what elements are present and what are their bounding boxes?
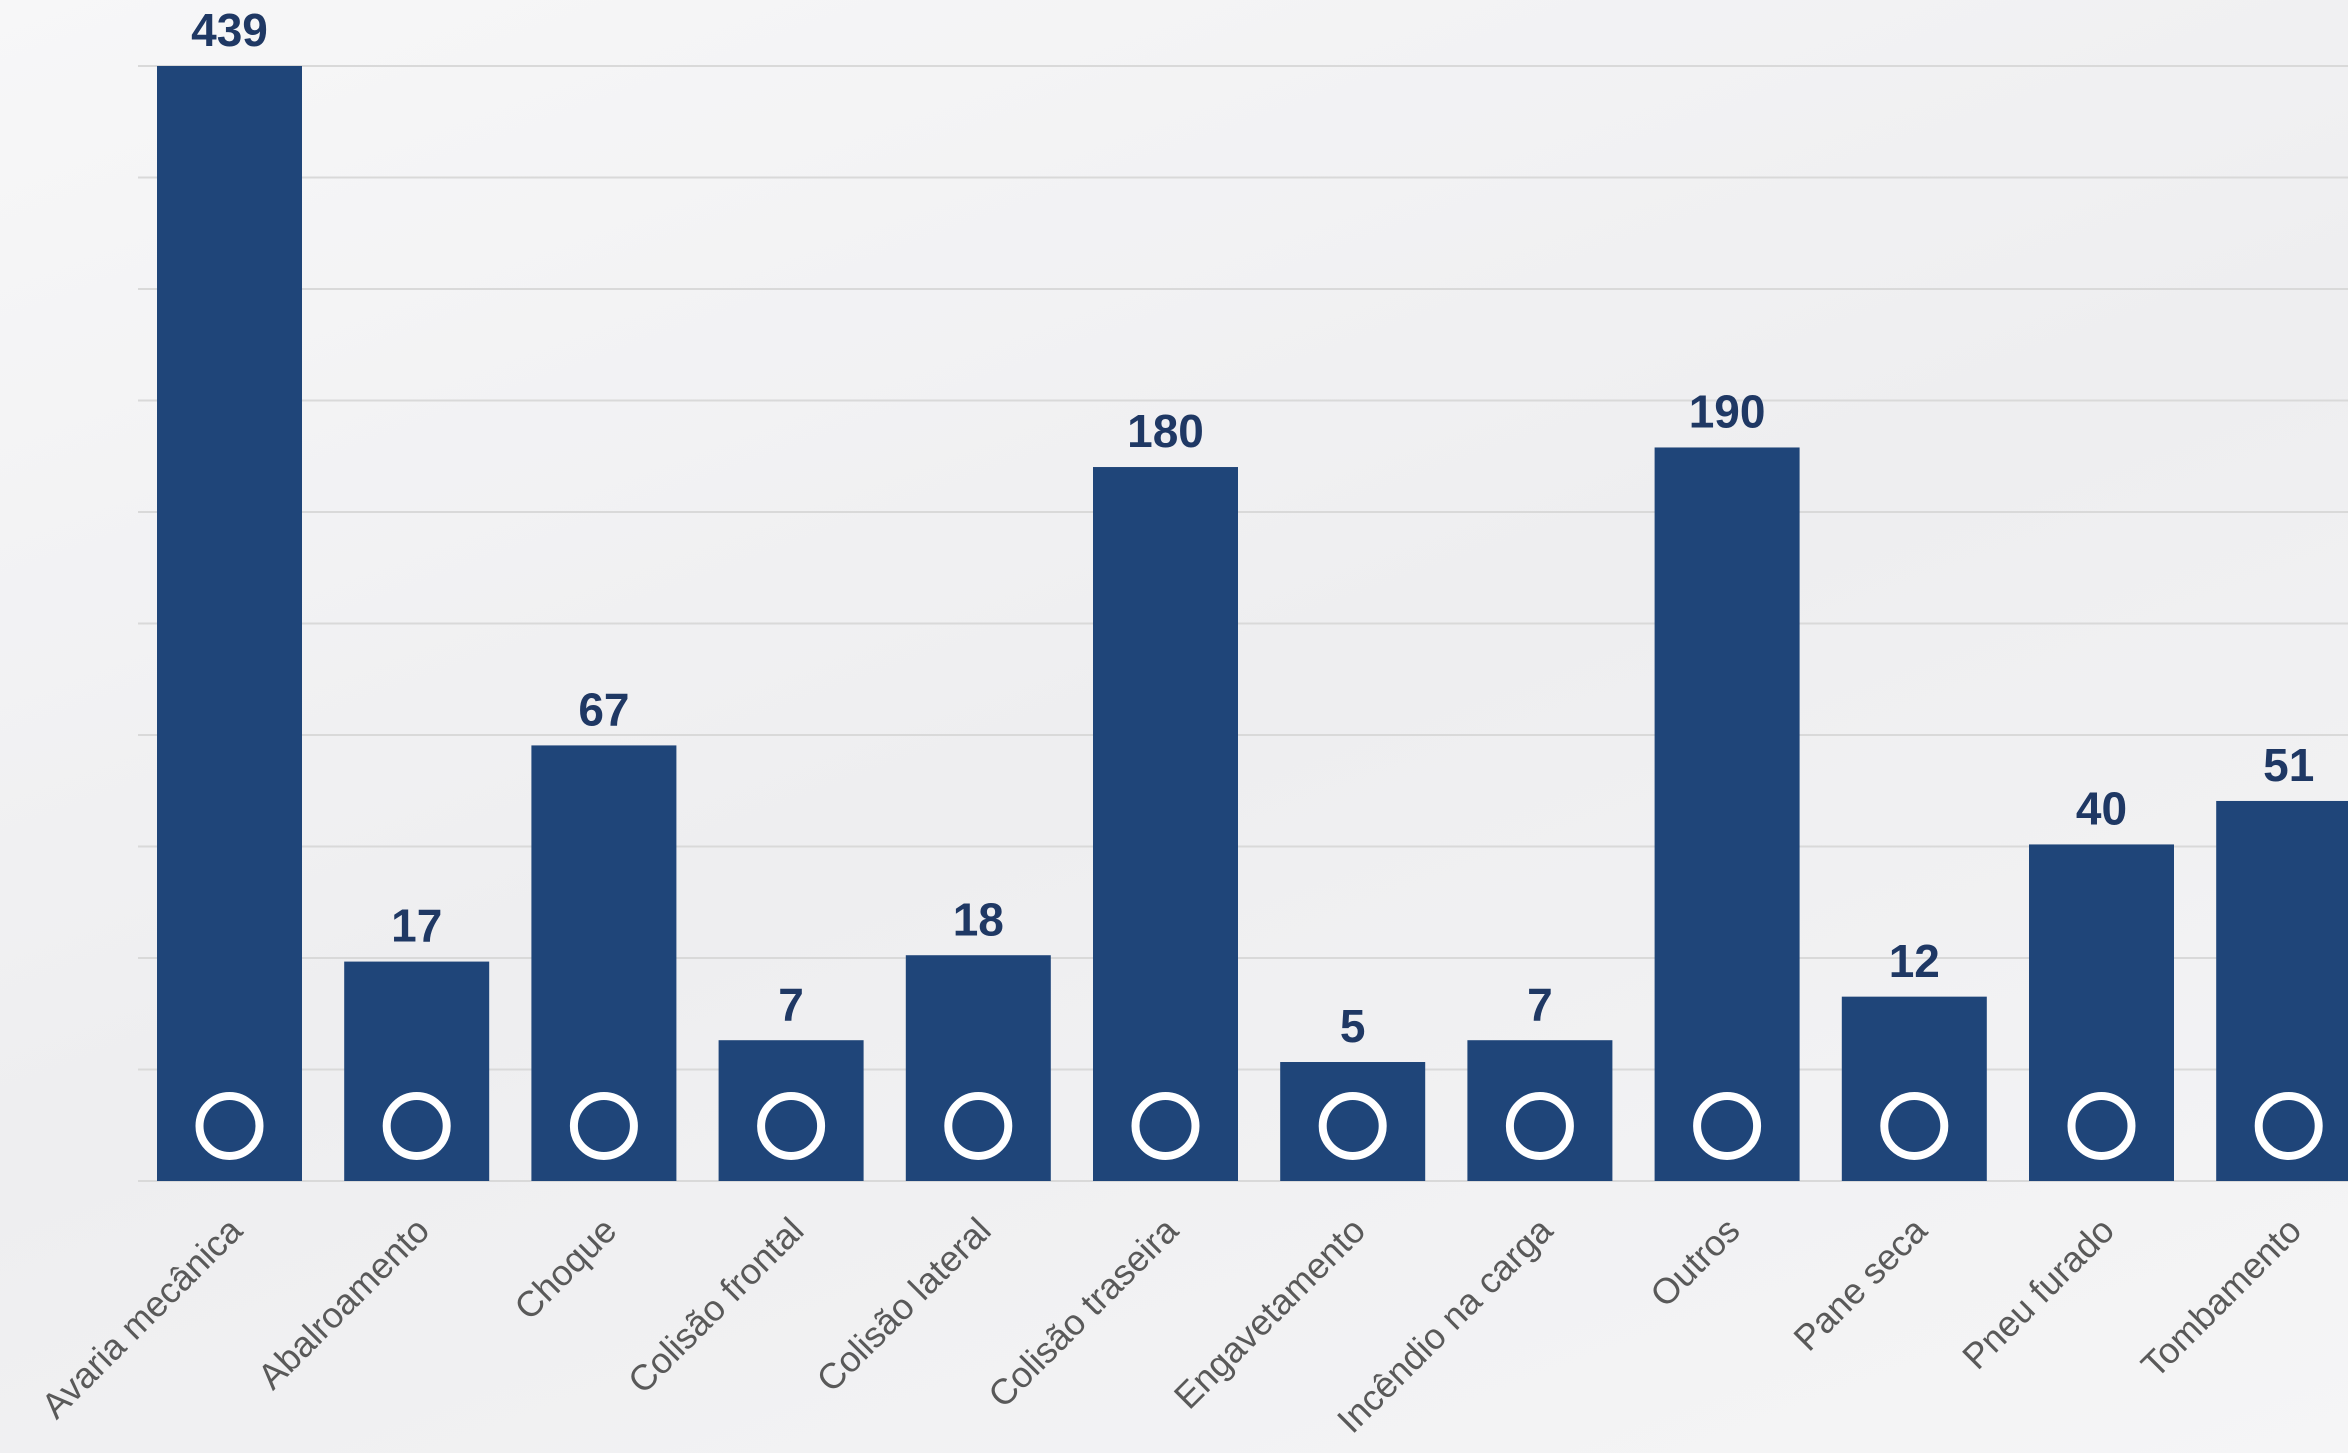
bar xyxy=(2216,800,2348,1181)
bar-icon xyxy=(2254,1092,2323,1160)
x-tick-label: Avaria mecânica xyxy=(33,1209,250,1426)
x-tick-label: Colisão traseira xyxy=(980,1209,1187,1416)
bar-icon xyxy=(1693,1092,1762,1160)
bar xyxy=(1093,467,1238,1181)
value-label: 180 xyxy=(1127,405,1204,457)
value-label: 5 xyxy=(1340,1000,1366,1052)
x-tick-label: Choque xyxy=(506,1209,624,1327)
bar xyxy=(1280,1062,1426,1181)
value-label: 51 xyxy=(2263,739,2314,791)
x-tick-label: Pneu furado xyxy=(1954,1209,2122,1377)
x-tick-label: Tombamento xyxy=(2133,1209,2309,1385)
bar xyxy=(531,745,677,1181)
x-tick-label: Colisão lateral xyxy=(808,1209,998,1399)
bar-icon xyxy=(757,1092,826,1160)
value-label: 7 xyxy=(1527,978,1553,1030)
value-label: 67 xyxy=(578,684,629,736)
bar-icon xyxy=(1880,1092,1949,1160)
bar-icon xyxy=(1505,1092,1574,1160)
value-label: 17 xyxy=(391,900,442,952)
value-label: 40 xyxy=(2076,783,2127,835)
x-tick-label: Abalroamento xyxy=(250,1209,437,1396)
x-tick-label: Engavetamento xyxy=(1166,1209,1373,1416)
bar-icon xyxy=(1131,1092,1200,1160)
bar xyxy=(1654,447,1800,1181)
bar xyxy=(905,955,1051,1181)
bar xyxy=(157,66,302,1181)
value-label: 190 xyxy=(1689,386,1766,438)
x-tick-label: Colisão frontal xyxy=(620,1209,812,1401)
bar-icon xyxy=(1318,1092,1387,1160)
value-label: 12 xyxy=(1889,935,1940,987)
bar-icon xyxy=(944,1092,1013,1160)
bar xyxy=(2029,844,2174,1181)
bar xyxy=(344,961,490,1181)
bar-icon xyxy=(569,1092,638,1160)
value-label: 7 xyxy=(778,978,804,1030)
x-tick-label: Outros xyxy=(1642,1209,1747,1314)
x-tick-label: Pane seca xyxy=(1785,1209,1935,1359)
value-label: 18 xyxy=(953,893,1004,945)
bar xyxy=(1841,996,1987,1181)
bar-icon xyxy=(2067,1092,2136,1160)
value-label: 439 xyxy=(191,4,268,56)
bar-icon xyxy=(382,1092,451,1160)
bar-icon xyxy=(195,1092,264,1160)
